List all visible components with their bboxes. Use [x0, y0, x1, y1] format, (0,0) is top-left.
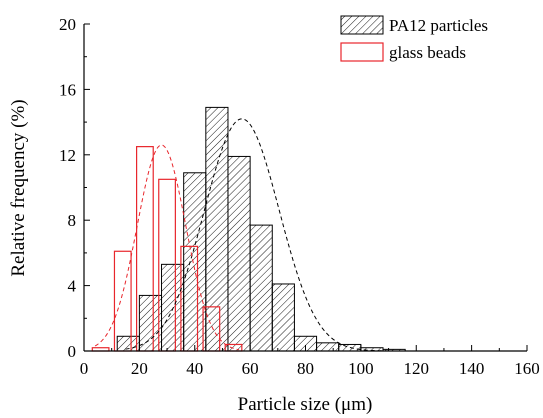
x-tick-label: 100	[348, 359, 374, 378]
ticks: 0 20 40 60 80 100 120 140 160 0 4 8 12 16 20	[59, 15, 540, 378]
legend-label-pa12: PA12 particles	[389, 16, 488, 35]
x-axis-title: Particle size (μm)	[238, 394, 373, 415]
pa12-fit-curve	[125, 118, 395, 352]
x-tick-label: 140	[459, 359, 485, 378]
x-tick-label: 20	[131, 359, 148, 378]
pa12-bar	[271, 283, 295, 352]
y-tick-label: 12	[59, 146, 76, 165]
pa12-bars	[116, 106, 406, 352]
x-tick-label: 0	[80, 359, 89, 378]
pa12-bar	[338, 343, 362, 352]
pa12-bar	[205, 106, 229, 352]
pa12-bar	[316, 342, 340, 352]
pa12-bar	[227, 155, 251, 352]
legend-label-glass: glass beads	[389, 43, 466, 62]
y-tick-label: 4	[68, 277, 77, 296]
x-tick-label: 120	[404, 359, 430, 378]
x-tick-label: 40	[186, 359, 203, 378]
x-tick-label: 80	[297, 359, 314, 378]
y-tick-label: 16	[59, 80, 76, 99]
x-tick-label: 60	[242, 359, 259, 378]
y-tick-label: 8	[68, 211, 77, 230]
y-tick-label: 20	[59, 15, 76, 34]
fit-curves	[94, 118, 395, 352]
legend-swatch-pa12	[340, 15, 384, 35]
pa12-bar	[249, 224, 273, 352]
y-tick-label: 0	[68, 342, 77, 361]
x-tick-label: 160	[514, 359, 540, 378]
legend-swatch-glass	[340, 42, 384, 62]
y-axis-title: Relative frequency (%)	[8, 99, 29, 276]
legend: PA12 particles glass beads	[340, 15, 488, 62]
